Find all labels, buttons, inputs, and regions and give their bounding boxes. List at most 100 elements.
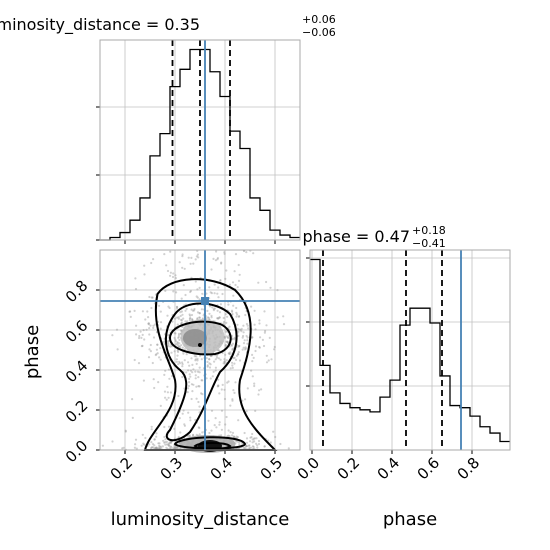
- sample-point: [185, 353, 188, 356]
- sample-point: [207, 317, 210, 320]
- sample-point: [175, 360, 178, 363]
- sample-point: [176, 316, 179, 319]
- right-panel-frame: [309, 249, 511, 451]
- sample-point: [168, 306, 171, 310]
- sample-point: [220, 409, 224, 412]
- sample-point: [167, 334, 170, 337]
- sample-point: [153, 444, 156, 447]
- density-contour: [164, 302, 238, 442]
- sample-point: [195, 362, 198, 365]
- sample-point: [169, 391, 172, 394]
- sample-point: [151, 446, 154, 449]
- sample-point: [160, 445, 163, 448]
- sample-point: [152, 324, 155, 327]
- sample-point: [149, 343, 152, 347]
- sample-point: [225, 415, 228, 419]
- sample-point: [168, 441, 171, 444]
- sample-point: [213, 292, 216, 295]
- sample-point: [185, 371, 188, 374]
- sample-point: [223, 388, 226, 391]
- sample-point: [197, 400, 200, 404]
- sample-point: [150, 446, 153, 449]
- sample-point: [194, 358, 197, 361]
- sample-point: [255, 442, 258, 445]
- sample-point: [231, 281, 235, 284]
- sample-point: [234, 283, 237, 287]
- sample-point: [178, 362, 182, 365]
- sample-point: [150, 296, 153, 299]
- sample-point: [176, 342, 179, 345]
- sample-point: [173, 350, 176, 353]
- sample-point: [167, 340, 170, 343]
- sample-point: [251, 445, 254, 448]
- sample-point: [248, 446, 251, 450]
- top-panel-frame: [99, 39, 301, 241]
- sample-point: [166, 391, 169, 394]
- sample-point: [237, 279, 241, 282]
- sample-point: [134, 277, 137, 280]
- sample-point: [187, 369, 190, 372]
- sample-point: [258, 345, 261, 349]
- sample-point: [121, 447, 124, 450]
- sample-point: [213, 360, 216, 363]
- sample-point: [226, 340, 229, 343]
- sample-point: [168, 447, 171, 450]
- sample-point: [205, 357, 208, 360]
- sample-point: [144, 436, 147, 440]
- sample-point: [128, 310, 131, 313]
- sample-point: [193, 309, 196, 312]
- sample-point: [224, 330, 227, 333]
- sample-point: [209, 354, 212, 358]
- sample-point: [227, 434, 230, 437]
- sample-point: [254, 345, 258, 348]
- sample-point: [220, 388, 223, 391]
- sample-point: [249, 446, 253, 449]
- sample-point: [237, 327, 240, 330]
- sample-point: [221, 383, 224, 386]
- sample-point: [263, 445, 266, 448]
- sample-point: [175, 358, 178, 361]
- sample-point: [167, 343, 170, 346]
- sample-point: [189, 375, 192, 378]
- sample-point: [212, 307, 215, 310]
- sample-point: [178, 447, 181, 450]
- sample-point: [201, 292, 204, 295]
- sample-point: [210, 268, 213, 271]
- sample-point: [227, 341, 230, 344]
- sample-point: [147, 316, 150, 319]
- sample-point: [229, 404, 232, 407]
- sample-point: [135, 324, 138, 327]
- sample-point: [244, 398, 247, 401]
- sample-point: [153, 438, 156, 441]
- sample-point: [129, 310, 132, 313]
- sample-point: [187, 361, 190, 364]
- sample-point: [220, 434, 223, 437]
- sample-point: [181, 346, 184, 349]
- sample-point: [141, 310, 144, 313]
- sample-point: [143, 443, 146, 446]
- phase-title-sub: −0.41: [412, 237, 446, 250]
- phase-x-axis-label: phase: [383, 509, 437, 530]
- sample-point: [195, 355, 198, 358]
- sample-point: [115, 328, 119, 331]
- sample-point: [251, 353, 254, 356]
- sample-point: [223, 360, 226, 363]
- sample-point: [187, 384, 191, 388]
- sample-point: [122, 446, 125, 449]
- sample-point: [178, 261, 181, 264]
- sample-point: [195, 397, 198, 400]
- sample-point: [233, 337, 236, 340]
- sample-point: [243, 339, 246, 342]
- sample-point: [133, 446, 136, 449]
- sample-point: [224, 353, 227, 356]
- sample-point: [180, 322, 183, 325]
- sample-point: [174, 338, 177, 341]
- phase-title: phase = 0.47: [303, 227, 410, 246]
- sample-point: [171, 447, 174, 450]
- sample-point: [242, 331, 245, 334]
- sample-point: [216, 385, 219, 388]
- sample-point: [159, 347, 162, 350]
- sample-point: [135, 447, 138, 450]
- sample-point: [174, 274, 177, 277]
- sample-point: [252, 437, 255, 440]
